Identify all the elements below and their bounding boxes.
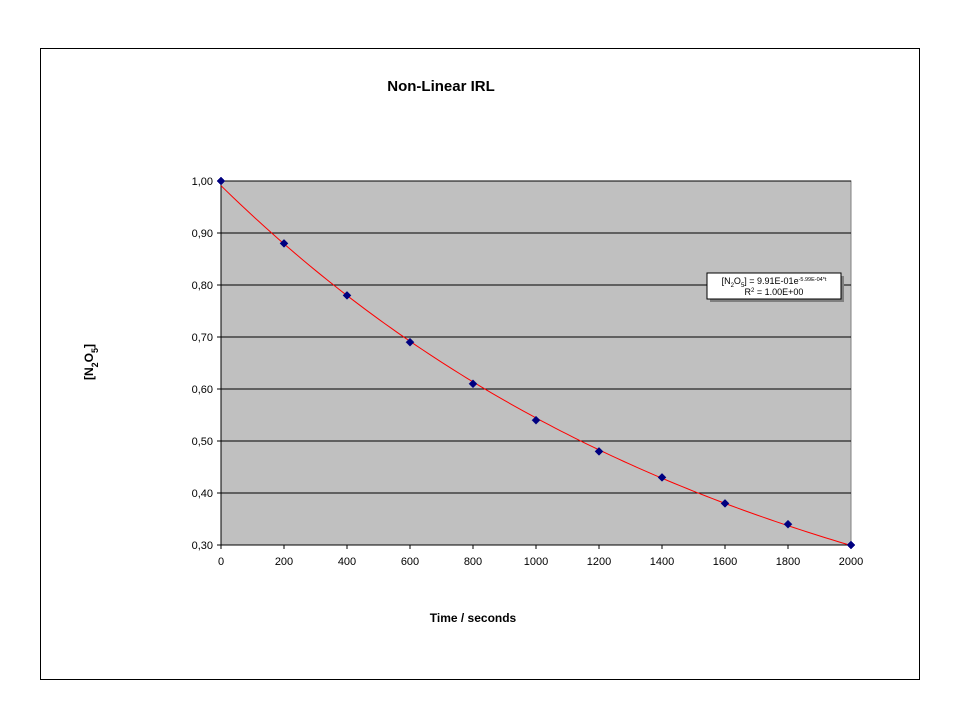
data-point bbox=[531, 415, 541, 425]
x-tick-label: 1400 bbox=[650, 556, 674, 568]
data-point bbox=[342, 291, 352, 300]
x-tick-labels: 0 200 400 600 800 1000 1200 1400 1600 1800 2000 bbox=[218, 556, 863, 568]
y-tick-label: 0,60 bbox=[192, 384, 213, 396]
x-tick-label: 1000 bbox=[524, 556, 548, 568]
trendline-equation-box: [N2O5] = 9.91E-01e-5.99E-04*t R2 = 1.00E… bbox=[706, 272, 844, 302]
plot-area bbox=[220, 180, 852, 546]
data-markers bbox=[216, 176, 856, 550]
y-tick-label: 0,70 bbox=[192, 332, 213, 344]
x-tick-label: 0 bbox=[218, 556, 224, 568]
data-point bbox=[279, 239, 289, 248]
chart-frame: Non-Linear IRL 1,00 0,90 0,80 0,70 0,60 0,50 0… bbox=[40, 48, 920, 680]
data-point bbox=[783, 519, 793, 529]
y-tick-label: 0,80 bbox=[192, 280, 213, 292]
y-tick-label: 0,40 bbox=[192, 488, 213, 500]
x-tick-label: 1200 bbox=[587, 556, 611, 568]
y-tick-label: 1,00 bbox=[192, 176, 213, 188]
x-tick-label: 800 bbox=[464, 556, 482, 568]
y-axis-label: [N2O5] bbox=[82, 344, 100, 380]
y-tick-label: 0,30 bbox=[192, 540, 213, 552]
x-tick-label: 1800 bbox=[776, 556, 800, 568]
gridlines bbox=[217, 180, 852, 549]
trendline-equation: [N2O5] = 9.91E-01e-5.99E-04*t bbox=[722, 276, 827, 289]
x-tick-label: 1600 bbox=[713, 556, 737, 568]
data-point bbox=[405, 337, 415, 347]
x-axis-label: Time / seconds bbox=[430, 611, 517, 625]
r-squared-value: R2 = 1.00E+00 bbox=[745, 287, 804, 297]
y-tick-labels: 1,00 0,90 0,80 0,70 0,60 0,50 0,40 0,30 bbox=[192, 176, 213, 552]
data-point bbox=[657, 473, 667, 482]
x-tick-label: 600 bbox=[401, 556, 419, 568]
data-point bbox=[216, 176, 226, 186]
y-tick-label: 0,90 bbox=[192, 228, 213, 240]
data-point bbox=[468, 379, 478, 389]
data-point bbox=[594, 447, 604, 456]
data-point bbox=[846, 540, 856, 550]
x-tick-label: 200 bbox=[275, 556, 293, 568]
y-tick-label: 0,50 bbox=[192, 436, 213, 448]
data-point bbox=[720, 499, 730, 508]
chart-title: Non-Linear IRL bbox=[387, 78, 495, 95]
chart: Non-Linear IRL 1,00 0,90 0,80 0,70 0,60 0,50 0… bbox=[82, 78, 863, 625]
x-tick-label: 400 bbox=[338, 556, 356, 568]
x-tick-label: 2000 bbox=[839, 556, 863, 568]
